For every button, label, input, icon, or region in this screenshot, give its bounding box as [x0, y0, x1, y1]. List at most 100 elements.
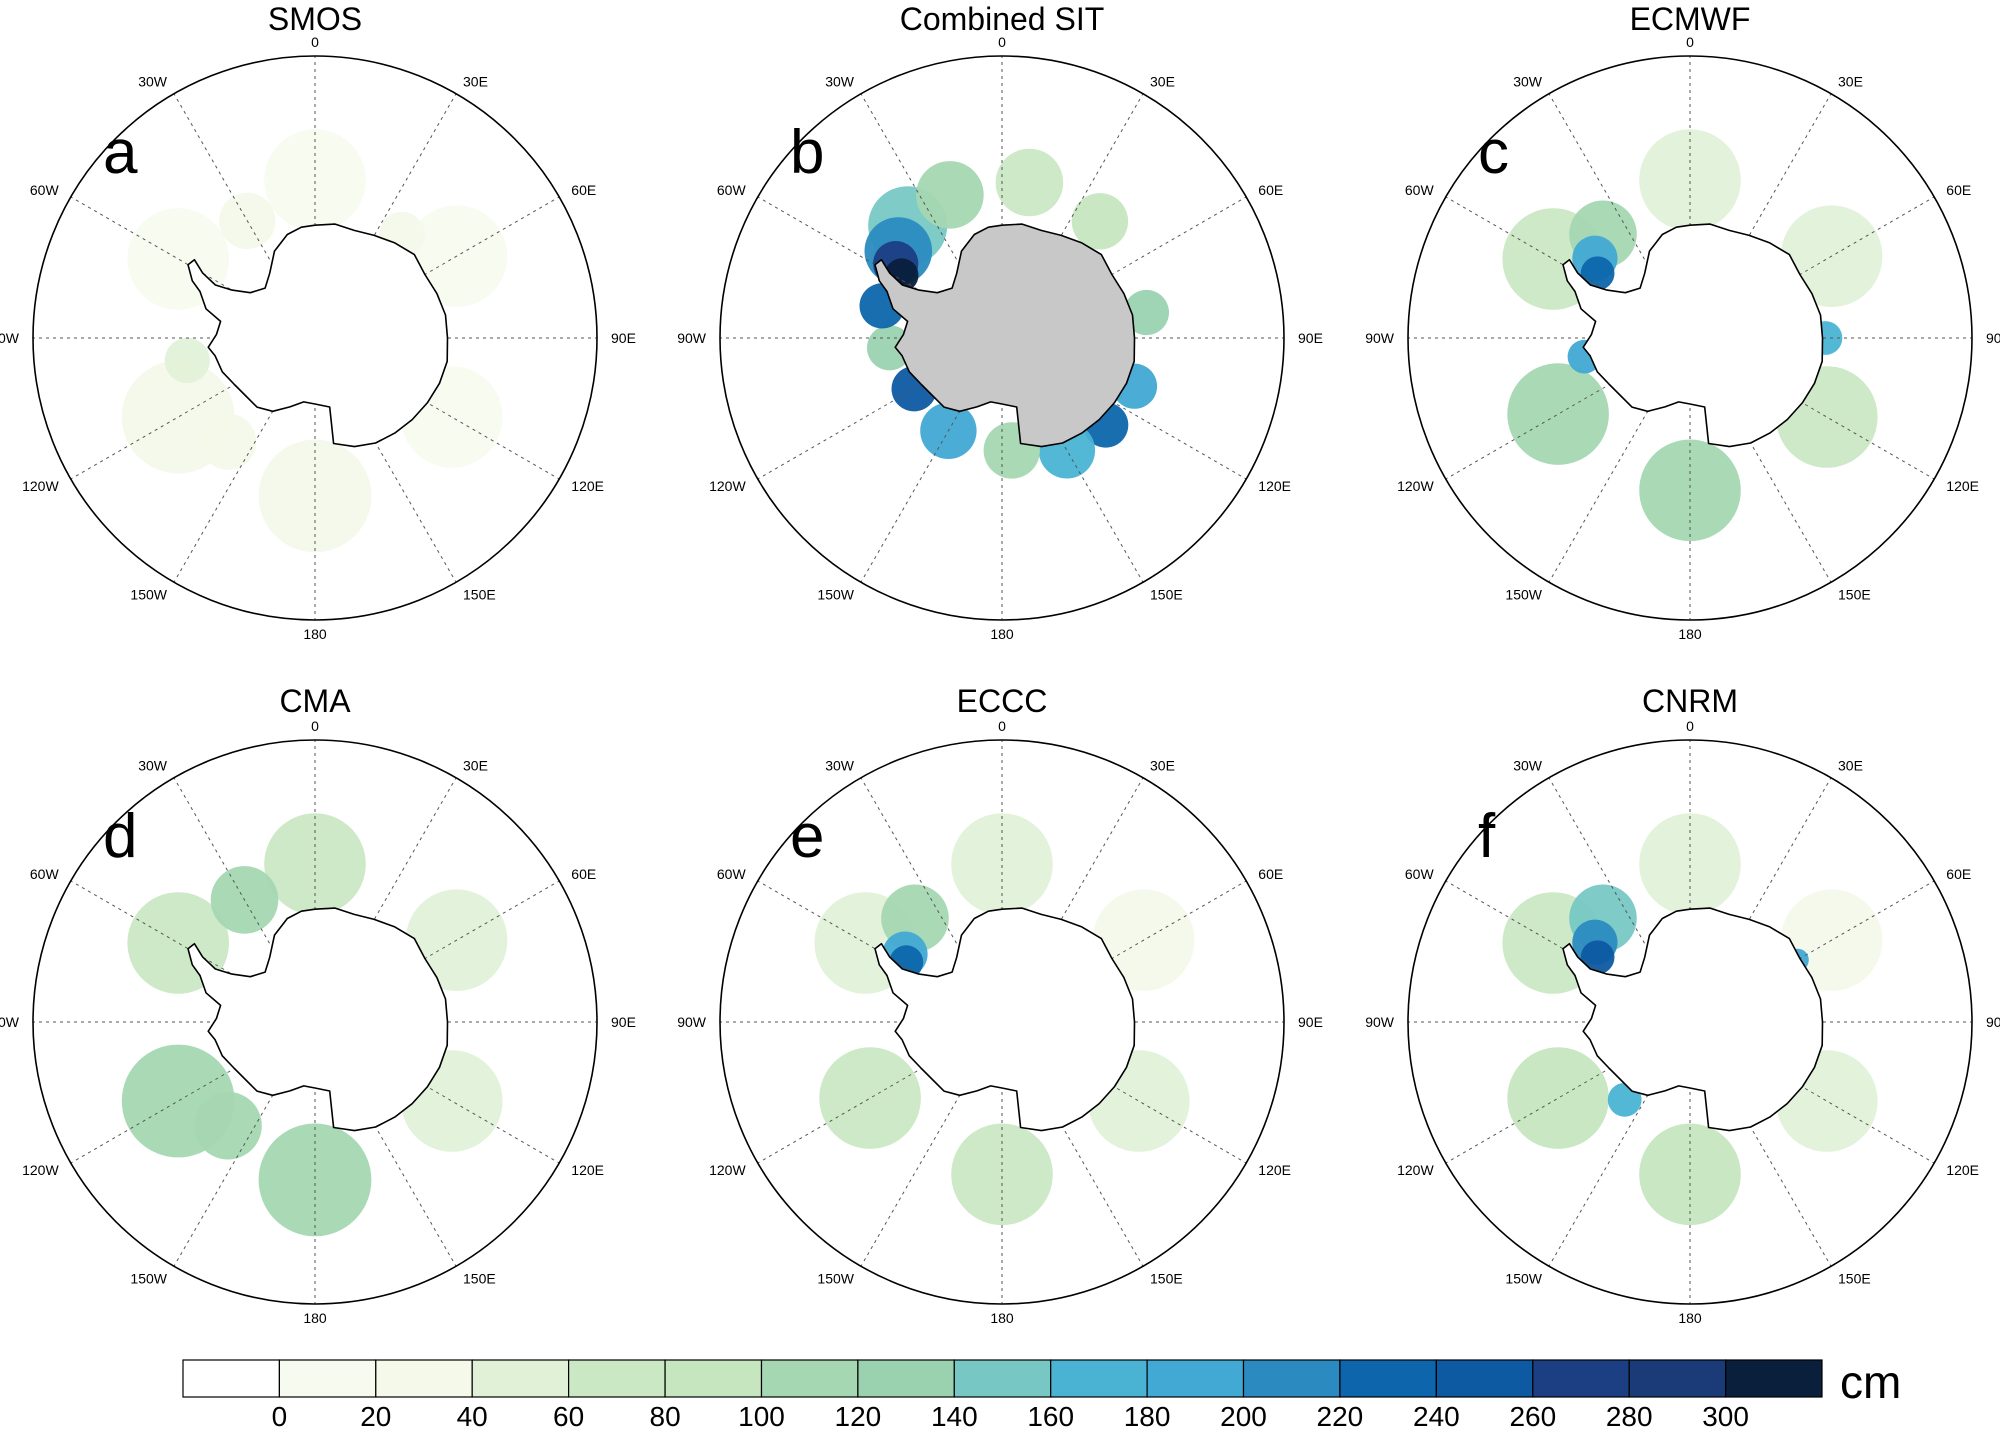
antarctica-coastline — [187, 223, 449, 448]
colorbar-swatch — [664, 1359, 763, 1398]
ice-thickness-patch — [995, 148, 1064, 217]
meridian-line — [1689, 93, 1832, 339]
meridian-line — [1689, 1021, 1832, 1267]
ice-thickness-patch — [1580, 256, 1615, 291]
colorbar: cm 0 20 40 60 80 100 120 140 160 180 200 220 240 260 2… — [182, 1356, 1901, 1432]
panel-cnrm: CNRM 0 30E 60E 90E 120E 150E 180 150W 120W 90W 60W… — [1365, 683, 2000, 1326]
colorbar-tick-label: 100 — [738, 1401, 785, 1432]
meridian-line — [173, 777, 316, 1023]
map-border — [32, 55, 598, 621]
longitude-label: 180 — [303, 626, 327, 642]
longitude-label: 150E — [463, 586, 496, 602]
longitude-label: 30E — [1838, 74, 1863, 90]
longitude-label: 90W — [1365, 1014, 1395, 1030]
colorbar-tick-label: 260 — [1509, 1401, 1556, 1432]
longitude-label: 120E — [1946, 478, 1979, 494]
colorbar-tick-label: 160 — [1027, 1401, 1074, 1432]
meridian-line — [1689, 880, 1935, 1023]
colorbar-swatch — [1146, 1359, 1245, 1398]
colorbar-tick-label: 300 — [1702, 1401, 1749, 1432]
longitude-label: 90E — [1298, 1014, 1323, 1030]
map-border — [32, 739, 598, 1305]
antarctica-coastline — [874, 223, 1136, 448]
meridian-line — [1001, 1021, 1144, 1267]
colorbar-tick-label: 280 — [1606, 1401, 1653, 1432]
meridian-line — [860, 1021, 1003, 1267]
longitude-label: 120W — [709, 1162, 746, 1178]
panel-title: Combined SIT — [900, 1, 1105, 37]
longitude-label: 90W — [677, 330, 707, 346]
map-border — [719, 739, 1285, 1305]
meridian-line — [314, 880, 560, 1023]
longitude-label: 30W — [1513, 74, 1543, 90]
meridian-line — [1001, 196, 1247, 339]
longitude-label: 60W — [30, 866, 60, 882]
colorbar-swatch — [471, 1359, 570, 1398]
meridian-line — [314, 196, 560, 339]
longitude-label: 0 — [998, 34, 1006, 50]
ice-thickness-patch — [164, 337, 210, 384]
longitude-label: 60W — [717, 182, 747, 198]
longitude-label: 30E — [1150, 74, 1175, 90]
longitude-label: 30W — [825, 758, 855, 774]
panel-letter: a — [103, 118, 138, 187]
longitude-label: 90W — [0, 1014, 20, 1030]
longitude-label: 120W — [22, 1162, 59, 1178]
longitude-label: 180 — [990, 626, 1014, 642]
meridian-line — [314, 1021, 560, 1164]
colorbar-swatch — [1724, 1359, 1823, 1398]
map-area — [1408, 56, 1972, 620]
panel-title: ECMWF — [1630, 1, 1751, 37]
longitude-label: 90W — [0, 330, 20, 346]
panel-letter: f — [1478, 802, 1496, 871]
longitude-label: 120E — [1258, 478, 1291, 494]
map-area — [720, 56, 1284, 620]
ice-thickness-patch — [1639, 813, 1741, 915]
ice-thickness-patch — [264, 129, 366, 231]
meridian-line — [70, 337, 316, 480]
longitude-label: 120W — [1397, 1162, 1434, 1178]
ice-thickness-patch — [1507, 1047, 1609, 1149]
longitude-label: 0 — [311, 718, 319, 734]
panel-title: ECCC — [957, 683, 1048, 719]
longitude-label: 30W — [1513, 758, 1543, 774]
longitude-label: 60E — [1258, 866, 1283, 882]
colorbar-unit: cm — [1840, 1356, 1901, 1408]
colorbar-tick-label: 80 — [650, 1401, 681, 1432]
panel-smos: SMOS 0 30E 60E 90E 120E 150E 180 150W 120W 90W 60W… — [0, 1, 636, 642]
longitude-label: 90E — [611, 1014, 636, 1030]
longitude-label: 30W — [825, 74, 855, 90]
ice-thickness-patch — [819, 1047, 921, 1149]
longitude-label: 120E — [1258, 1162, 1291, 1178]
longitude-label: 60W — [717, 866, 747, 882]
meridian-line — [1548, 777, 1691, 1023]
panel-letter: d — [103, 802, 137, 871]
meridian-line — [1689, 777, 1832, 1023]
colorbar-swatch — [857, 1359, 955, 1398]
meridian-line — [757, 337, 1003, 480]
ice-thickness-patch — [1639, 1123, 1741, 1226]
longitude-label: 30E — [1838, 758, 1863, 774]
ice-thickness-patch — [916, 161, 984, 229]
ice-thickness-patch — [1580, 940, 1615, 975]
longitude-label: 150W — [1505, 1270, 1542, 1286]
panel-title: CMA — [279, 683, 351, 719]
colorbar-swatch — [375, 1359, 473, 1398]
longitude-label: 180 — [990, 1310, 1014, 1326]
meridian-line — [1001, 337, 1144, 583]
meridian-line — [1445, 1021, 1691, 1164]
antarctica-coastline — [187, 907, 449, 1132]
longitude-label: 60E — [571, 866, 596, 882]
meridian-line — [1689, 337, 1832, 583]
meridian-line — [173, 1021, 316, 1267]
longitude-label: 150W — [130, 1270, 167, 1286]
meridian-line — [1001, 880, 1247, 1023]
panel-letter: e — [790, 802, 824, 871]
meridian-line — [1001, 777, 1144, 1023]
longitude-label: 60E — [1946, 182, 1971, 198]
antarctica-coastline — [1562, 907, 1824, 1132]
map-border — [1407, 739, 1973, 1305]
longitude-label: 180 — [1678, 1310, 1702, 1326]
panel-ecmwf: ECMWF 0 30E 60E 90E 120E 150E 180 150W 120W 90W 60… — [1365, 1, 2000, 642]
